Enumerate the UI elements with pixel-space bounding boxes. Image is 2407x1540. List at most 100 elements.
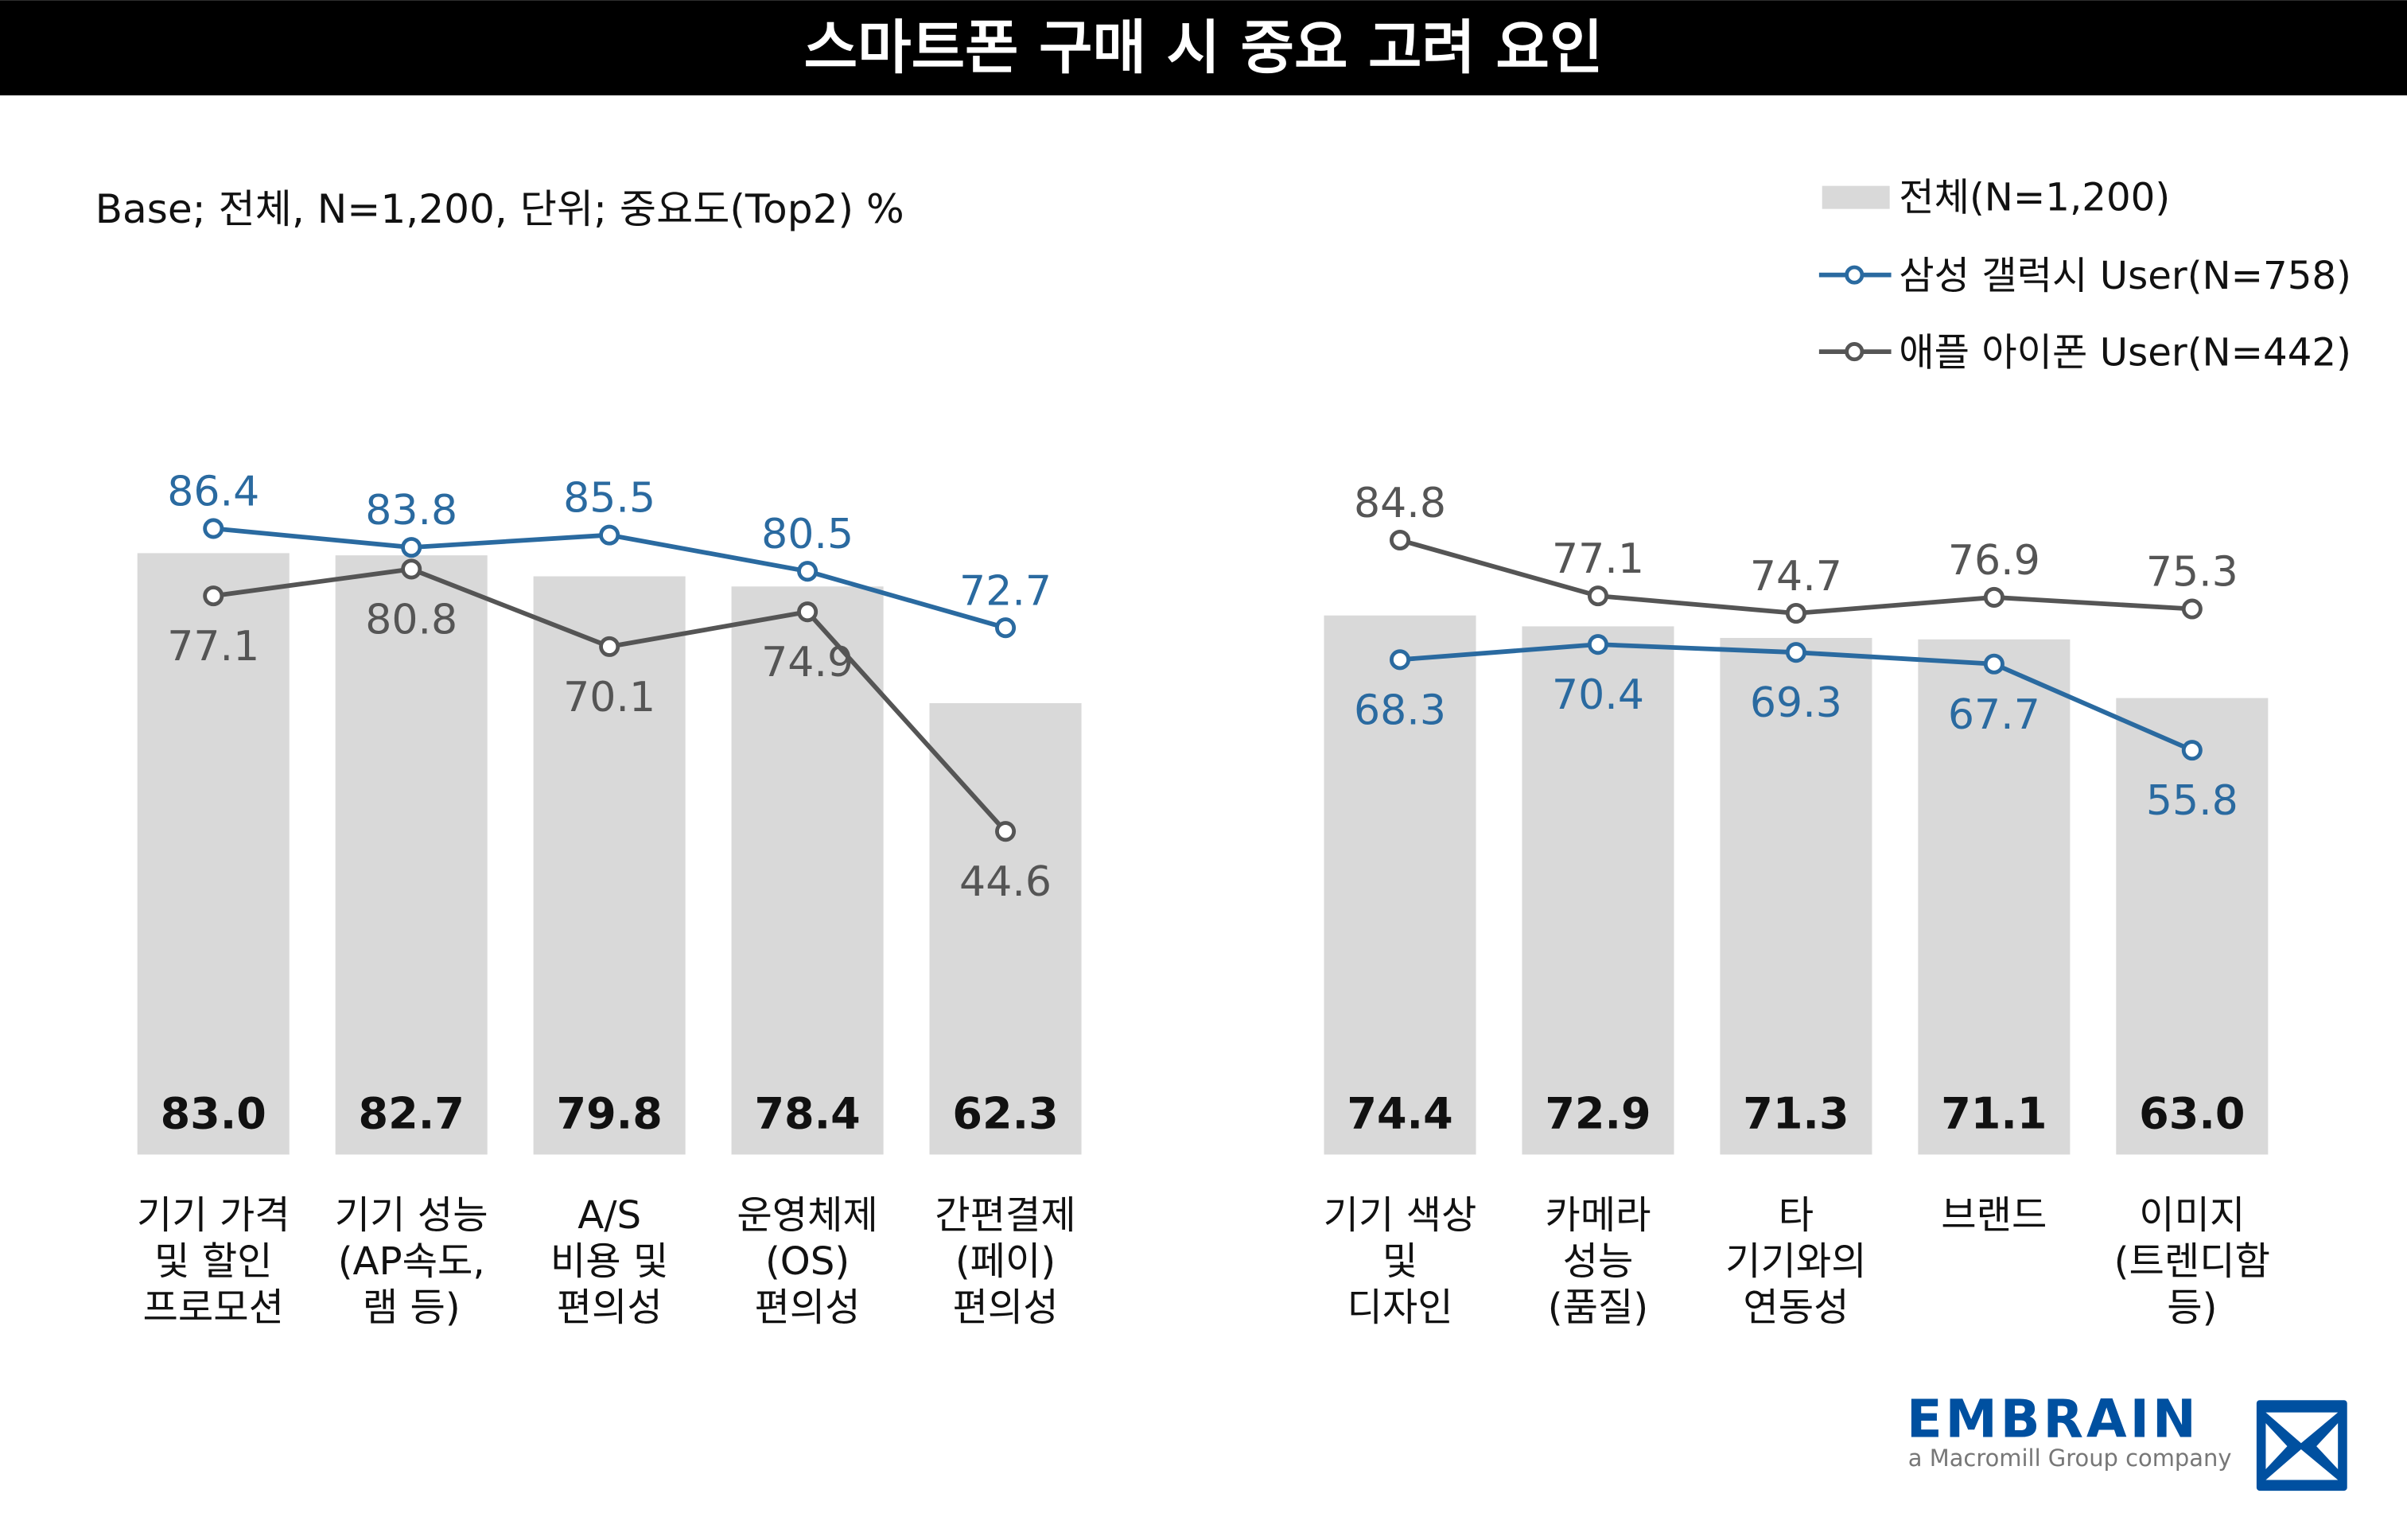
- category-label: 및: [1382, 1239, 1417, 1284]
- legend: 전체(N=1,200) 삼성 갤럭시 User(N=758) 애플 아이폰 Us…: [1818, 176, 2351, 375]
- point-samsung: [1389, 649, 1411, 671]
- data-label-apple: 77.1: [167, 623, 259, 671]
- bar-total: [2116, 698, 2269, 1155]
- category-label: 기기 가격: [137, 1193, 290, 1238]
- bar-value-label: 82.7: [359, 1089, 465, 1139]
- logo-mark-icon: [2256, 1400, 2347, 1491]
- point-apple: [1983, 586, 2005, 608]
- bar-value-label: 71.1: [1941, 1089, 2047, 1139]
- data-label-samsung: 69.3: [1750, 679, 1842, 727]
- data-label-apple: 75.3: [2146, 549, 2238, 597]
- bar-total: [1720, 637, 1872, 1155]
- point-samsung: [401, 537, 422, 558]
- legend-label-samsung: 삼성 갤럭시 User(N=758): [1899, 254, 2351, 298]
- point-apple: [1389, 529, 1411, 551]
- category-label: A/S: [577, 1193, 641, 1238]
- point-samsung: [1785, 642, 1806, 663]
- legend-label-apple: 애플 아이폰 User(N=442): [1899, 330, 2351, 375]
- title-bar: [0, 0, 2407, 95]
- category-label: 브랜드: [1941, 1193, 2047, 1238]
- point-apple: [797, 601, 819, 623]
- point-samsung: [797, 561, 819, 582]
- bar-total: [335, 555, 488, 1155]
- category-label: 램 등): [363, 1285, 461, 1330]
- bar-total: [1522, 626, 1674, 1155]
- category-label: 디자인: [1347, 1285, 1452, 1330]
- bar-value-label: 83.0: [161, 1089, 266, 1139]
- logo-tagline: a Macromill Group company: [1908, 1445, 2232, 1472]
- category-label: 및 할인: [154, 1239, 272, 1284]
- point-apple: [401, 558, 422, 580]
- data-label-apple: 76.9: [1948, 537, 2040, 585]
- data-label-apple: 84.8: [1354, 480, 1446, 527]
- chart-subtitle: Base; 전체, N=1,200, 단위; 중요도(Top2) %: [95, 185, 904, 232]
- data-label-samsung: 68.3: [1354, 686, 1446, 734]
- bar-total: [1324, 615, 1476, 1155]
- category-label: 편의성: [755, 1285, 861, 1330]
- data-label-samsung: 55.8: [2146, 777, 2238, 825]
- category-label: 연동성: [1743, 1285, 1849, 1330]
- logo-wordmark: EMBRAIN: [1907, 1390, 2199, 1450]
- category-label: (페이): [955, 1239, 1056, 1284]
- bar-value-label: 78.4: [754, 1089, 860, 1139]
- bar-total: [137, 553, 290, 1155]
- data-label-apple: 70.1: [563, 674, 655, 721]
- category-label: 타: [1779, 1193, 1814, 1238]
- category-label: 편의성: [557, 1285, 663, 1330]
- point-samsung: [599, 524, 620, 546]
- category-label: (OS): [765, 1239, 850, 1284]
- embrain-logo: EMBRAIN a Macromill Group company: [1907, 1390, 2347, 1491]
- data-label-apple: 74.9: [761, 639, 854, 686]
- data-label-samsung: 70.4: [1552, 671, 1644, 719]
- category-label: (AP속도,: [338, 1239, 485, 1284]
- point-samsung: [1587, 634, 1608, 655]
- point-samsung: [1983, 653, 2005, 675]
- category-label: 편의성: [952, 1285, 1058, 1330]
- bar-value-label: 62.3: [952, 1089, 1058, 1139]
- data-label-apple: 80.8: [365, 596, 457, 644]
- point-apple: [1785, 602, 1806, 624]
- bar-value-label: 79.8: [557, 1089, 663, 1139]
- bar-value-label: 72.9: [1545, 1089, 1651, 1139]
- legend-swatch-total: [1822, 185, 1890, 209]
- point-apple: [1587, 585, 1608, 607]
- category-label: 이미지: [2139, 1193, 2245, 1238]
- data-label-apple: 77.1: [1552, 535, 1644, 583]
- chart-title: 스마트폰 구매 시 중요 고려 요인: [804, 14, 1604, 82]
- category-label: 기기 색상: [1324, 1193, 1477, 1238]
- category-label: 등): [2167, 1285, 2217, 1330]
- point-apple: [995, 821, 1017, 842]
- bar-value-label: 71.3: [1743, 1089, 1849, 1139]
- category-label: 비용 및: [550, 1239, 668, 1284]
- category-label: 기기와의: [1725, 1239, 1867, 1284]
- data-label-samsung: 80.5: [761, 511, 854, 558]
- category-label: 운영체제: [737, 1193, 878, 1238]
- category-label: 프로모션: [142, 1285, 284, 1330]
- data-label-samsung: 86.4: [167, 468, 259, 515]
- bar-value-label: 63.0: [2139, 1089, 2245, 1139]
- data-label-apple: 74.7: [1750, 553, 1842, 601]
- point-apple: [203, 585, 224, 607]
- category-label: 성능: [1563, 1239, 1634, 1284]
- point-apple: [2181, 598, 2203, 620]
- legend-marker-apple: [1845, 342, 1865, 362]
- data-label-apple: 44.6: [959, 858, 1052, 906]
- point-samsung: [2181, 740, 2203, 761]
- bar-total: [1918, 639, 2071, 1155]
- data-label-samsung: 67.7: [1948, 691, 2040, 739]
- point-samsung: [995, 617, 1017, 639]
- bar-value-label: 74.4: [1347, 1089, 1452, 1139]
- category-label: (품질): [1548, 1285, 1648, 1330]
- data-label-samsung: 83.8: [365, 487, 457, 535]
- category-label: 카메라: [1545, 1193, 1651, 1238]
- legend-label-total: 전체(N=1,200): [1899, 176, 2170, 220]
- legend-marker-samsung: [1845, 265, 1865, 285]
- data-label-samsung: 72.7: [959, 567, 1052, 615]
- point-apple: [599, 636, 620, 657]
- category-label: 간편결제: [935, 1193, 1076, 1238]
- bar-total: [533, 576, 686, 1155]
- bar-total: [731, 586, 884, 1155]
- category-label: (트렌디함: [2114, 1239, 2270, 1284]
